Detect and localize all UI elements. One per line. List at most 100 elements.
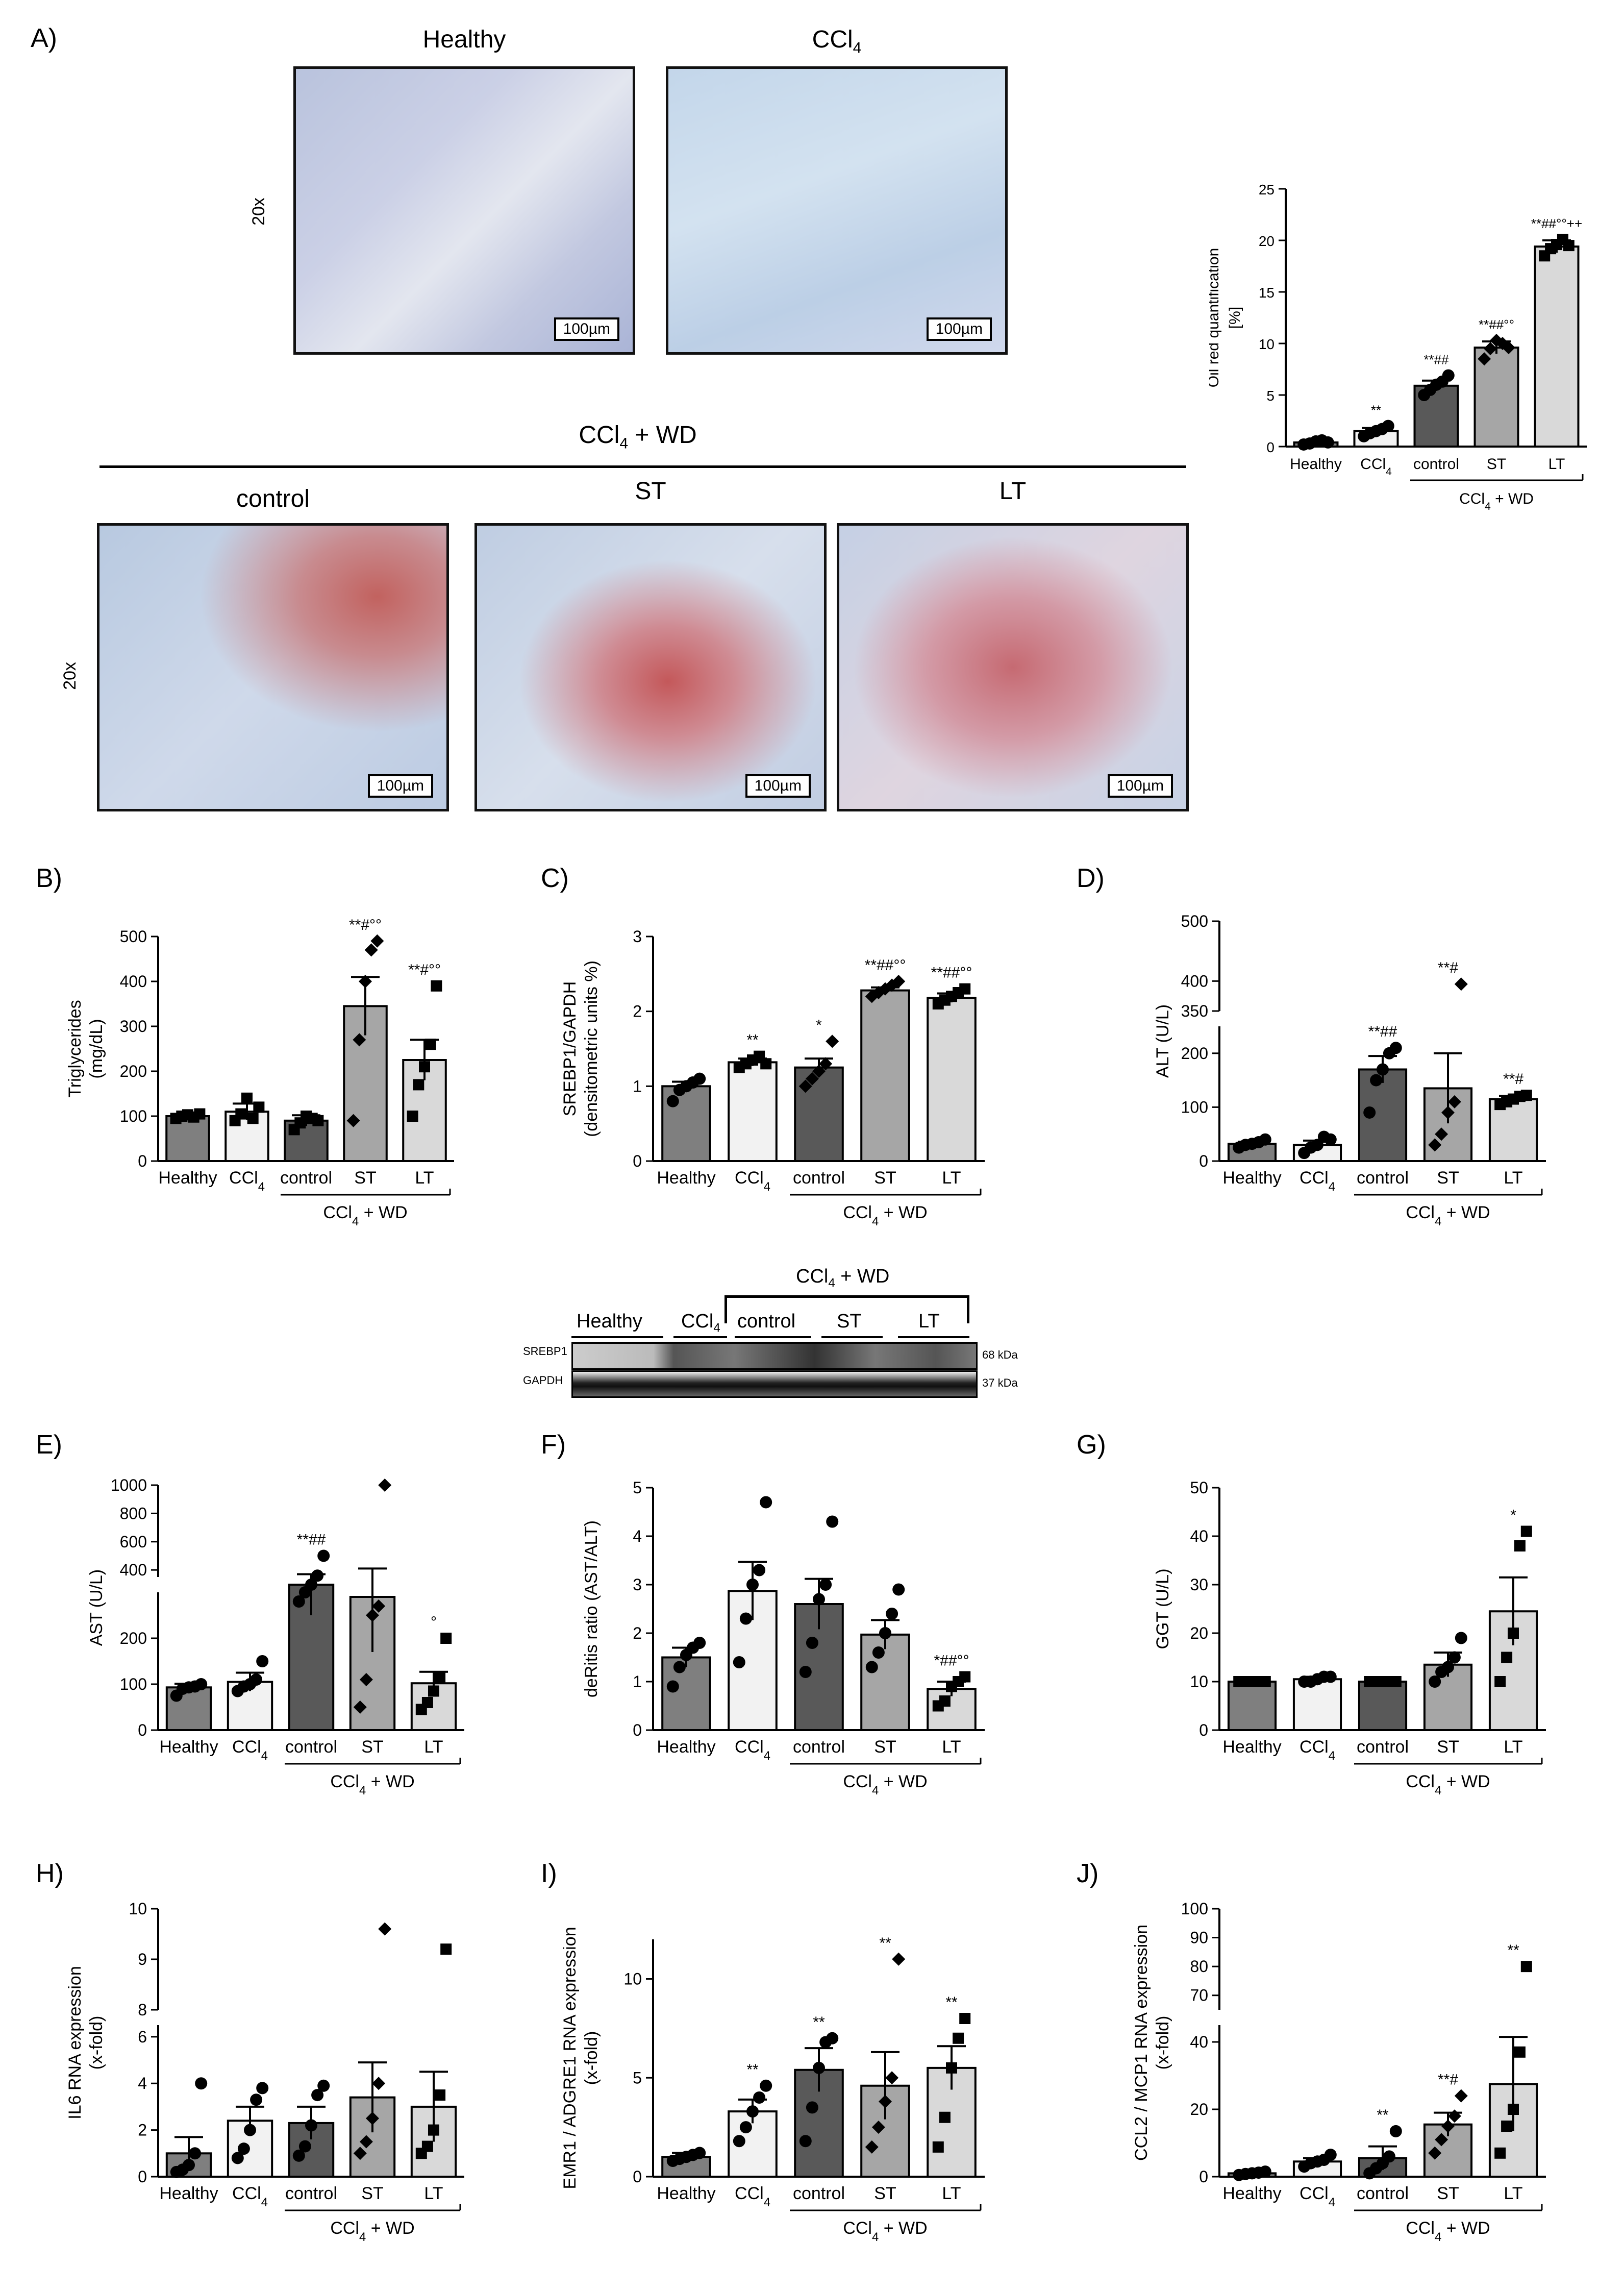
y-tick-label: 0 (1199, 1152, 1208, 1170)
magnification-label-bottom: 20x (60, 662, 80, 690)
category-label: ST (361, 1737, 383, 1757)
data-point (1259, 1676, 1271, 1687)
data-point (1502, 341, 1515, 355)
blot-underline (673, 1336, 727, 1338)
bar (1292, 1678, 1342, 1731)
y-tick-label: 40 (1190, 2033, 1208, 2051)
data-point (428, 1685, 439, 1697)
category-label: Healthy (657, 1737, 715, 1757)
data-point (753, 1564, 766, 1576)
data-point (413, 1079, 424, 1091)
data-point (872, 1646, 885, 1659)
data-point (241, 1092, 253, 1104)
category-label: Healthy (158, 1168, 217, 1188)
data-point (1377, 1063, 1389, 1076)
bar (1358, 1681, 1408, 1731)
micrograph-st: 100µm (474, 523, 827, 811)
y-tick-label: 0 (1199, 2167, 1208, 2186)
y-tick-label: 200 (120, 1062, 147, 1080)
data-point (953, 2032, 964, 2044)
significance-label: **##°° (865, 957, 906, 974)
data-point (1454, 2089, 1468, 2103)
y-tick-label: 200 (120, 1629, 147, 1647)
y-tick-label: 0 (1199, 1721, 1208, 1739)
y-tick-label: 10 (129, 1900, 147, 1918)
y-axis-label: ALT (U/L) (1153, 1004, 1172, 1078)
category-label: CCl4 (1300, 2184, 1335, 2209)
y-tick-label: 0 (138, 2167, 147, 2186)
category-label: CCl4 (1360, 456, 1392, 478)
y-tick-label: 100 (120, 1675, 147, 1693)
data-point (799, 1666, 812, 1678)
group-divider (99, 465, 1186, 468)
significance-label: ** (746, 2061, 759, 2078)
panel-letter: H) (36, 1859, 64, 1888)
data-point (1520, 1525, 1532, 1537)
group-label: CCl4 + WD (1459, 490, 1534, 512)
y-tick-label: 100 (1181, 1098, 1208, 1116)
data-point (1389, 2125, 1402, 2137)
title-healthy: Healthy (422, 26, 506, 53)
data-point (746, 1579, 759, 1591)
data-point (865, 2140, 879, 2154)
group-label: CCl4 + WD (323, 1203, 407, 1228)
panel-letter: E) (36, 1430, 62, 1460)
data-point (1363, 1106, 1376, 1119)
data-point (879, 1627, 891, 1639)
significance-label: ** (1507, 1942, 1519, 1959)
category-label: control (793, 2184, 845, 2203)
data-point (1442, 1661, 1454, 1673)
blot-bracket-left (724, 1295, 727, 1323)
data-point (250, 2093, 263, 2106)
data-point (421, 2140, 433, 2152)
y-tick-label: 0 (138, 1721, 147, 1739)
blot-row-label-gapdh: GAPDH (523, 1374, 563, 1387)
data-point (812, 1065, 826, 1078)
category-label: CCl4 (735, 1168, 770, 1194)
data-point (311, 2089, 324, 2102)
y-tick-label: 400 (120, 972, 147, 991)
chart-triglycerides: B) 0 100 200 300 400 500 Triglycerides (mg/dL) He… (36, 864, 454, 1228)
significance-label: **## (1368, 1023, 1397, 1040)
y-tick-label: 1000 (111, 1476, 147, 1494)
data-point (353, 2147, 367, 2160)
bar (1227, 1681, 1277, 1731)
data-point (428, 2124, 439, 2136)
y-tick-label: 500 (1181, 912, 1208, 930)
bar (1473, 347, 1519, 448)
data-point (305, 2119, 317, 2132)
data-point (353, 1701, 367, 1714)
y-tick-label: 25 (1259, 182, 1275, 198)
blot-band-srebp1 (571, 1342, 978, 1370)
data-point (421, 1697, 433, 1708)
y-tick-label: 10 (1190, 1672, 1208, 1691)
data-point (865, 1661, 878, 1673)
data-point (1520, 1961, 1532, 1973)
chart-ggt: G) 0 10 20 30 40 50 GGT (U/L) Healthy CCl4 control… (1077, 1430, 1546, 1797)
chart-srebp1: C) 0 1 2 3 SREBP1/GAPDH (densitometric units %… (541, 864, 985, 1228)
y-tick-label: 30 (1190, 1575, 1208, 1594)
data-point (1520, 1090, 1532, 1101)
chart-emr1: I) 0 5 10 EMR1 / ADGRE1 RNA expression (x-fol… (541, 1859, 985, 2244)
category-label: CCl4 (1300, 1168, 1335, 1194)
category-label: LT (415, 1168, 434, 1188)
data-point (434, 1671, 446, 1683)
scale-bar: 100µm (1107, 774, 1173, 798)
data-point (372, 2077, 386, 2090)
data-point (1455, 1632, 1467, 1644)
data-point (359, 1673, 373, 1686)
significance-label: ** (746, 1032, 759, 1049)
significance-label: ** (945, 1994, 958, 2011)
y-tick-label: 600 (120, 1533, 147, 1551)
category-label: control (1357, 1737, 1409, 1757)
y-tick-label: 0 (633, 2167, 642, 2186)
data-point (359, 975, 372, 988)
category-label: Healthy (1222, 1168, 1281, 1188)
panel-letter: F) (541, 1430, 566, 1460)
significance-label: **# (1438, 2072, 1458, 2088)
data-point (885, 2071, 899, 2085)
significance-label: **## (297, 1531, 326, 1548)
y-tick-label: 2 (633, 1002, 642, 1021)
data-point (760, 1058, 772, 1070)
category-label: ST (1437, 2184, 1459, 2203)
